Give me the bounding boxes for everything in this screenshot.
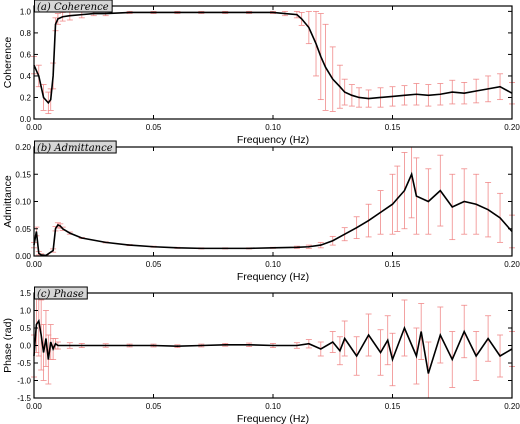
y-tick-label: 0.05 (15, 225, 31, 234)
panel-admittance: 0.00 0.05 0.10 0.15 0.20 0.00 0.05 0.10 0.15 0.20… (2, 140, 520, 283)
phase-series-line (33, 318, 513, 374)
x-tick-label: 0.15 (385, 123, 401, 132)
admittance-title-box (34, 140, 117, 154)
x-tick-label: 0.05 (146, 260, 162, 269)
y-tick-label: 0.20 (15, 143, 31, 152)
x-tick-label: 0.05 (146, 123, 162, 132)
coherence-panel-title: (a) Coherence (37, 2, 109, 13)
y-tick-label: -1.0 (17, 377, 31, 386)
coherence-title-box (34, 0, 113, 13)
y-tick-label: 0.4 (20, 72, 32, 81)
x-tick-label: 0.10 (265, 260, 281, 269)
phase-x-axis-label: Frequency (Hz) (237, 413, 309, 424)
x-tick-label: 0.10 (265, 402, 281, 411)
y-tick-label: 0.6 (20, 50, 32, 59)
coherence-error-bars (31, 10, 515, 115)
x-tick-label: 0.20 (504, 260, 520, 269)
phase-panel-title: (c) Phase (37, 289, 84, 300)
phase-ticks: 0.00 0.05 0.10 0.15 0.20 -1.5 -1.0 -0.5 0.0 0.5 1.… (17, 289, 520, 411)
coherence-x-axis-label: Frequency (Hz) (237, 134, 309, 146)
x-tick-label: 0.20 (504, 402, 520, 411)
admittance-ticks: 0.00 0.05 0.10 0.15 0.20 0.00 0.05 0.10 0.15 0.20 (15, 143, 520, 269)
y-tick-label: 0.15 (15, 170, 31, 179)
y-tick-label: 0.10 (15, 198, 31, 207)
panel-coherence: 0.00 0.05 0.10 0.15 0.20 0.0 0.2 0.4 0.6 0.8 1.0 (… (2, 0, 520, 146)
y-tick-label: 0.0 (20, 115, 32, 124)
admittance-y-axis-label: Admittance (2, 175, 14, 228)
admittance-x-axis-label: Frequency (Hz) (237, 271, 309, 283)
y-tick-label: 1.5 (20, 289, 32, 298)
coherence-ticks: 0.00 0.05 0.10 0.15 0.20 0.0 0.2 0.4 0.6 0.8 1.0 (20, 6, 520, 132)
y-tick-label: 0.00 (15, 252, 31, 261)
y-tick-label: -0.5 (17, 359, 31, 368)
admittance-panel-title: (b) Admittance (37, 143, 113, 154)
y-tick-label: 1.0 (20, 7, 32, 16)
panel-phase: 0.00 0.05 0.10 0.15 0.20 -1.5 -1.0 -0.5 0.0 0.5 1.… (2, 286, 520, 424)
y-tick-label: 0.0 (20, 342, 32, 351)
x-tick-label: 0.00 (26, 402, 42, 411)
x-tick-label: 0.00 (26, 260, 42, 269)
admittance-series-line (33, 171, 513, 257)
x-tick-label: 0.15 (385, 402, 401, 411)
phase-title-box (34, 286, 88, 300)
y-tick-label: 0.2 (20, 93, 32, 102)
admittance-error-bars (31, 146, 515, 257)
y-tick-label: 0.8 (20, 29, 32, 38)
x-tick-label: 0.20 (504, 123, 520, 132)
x-tick-label: 0.10 (265, 123, 281, 132)
y-tick-label: 0.5 (20, 324, 32, 333)
x-tick-label: 0.05 (146, 402, 162, 411)
x-tick-label: 0.00 (26, 123, 42, 132)
phase-y-axis-label: Phase (rad) (2, 318, 14, 373)
coherence-y-axis-label: Coherence (2, 37, 14, 89)
y-tick-label: 1.0 (20, 307, 32, 316)
x-tick-label: 0.15 (385, 260, 401, 269)
coherence-series-line (33, 11, 513, 105)
y-tick-label: -1.5 (17, 394, 31, 403)
